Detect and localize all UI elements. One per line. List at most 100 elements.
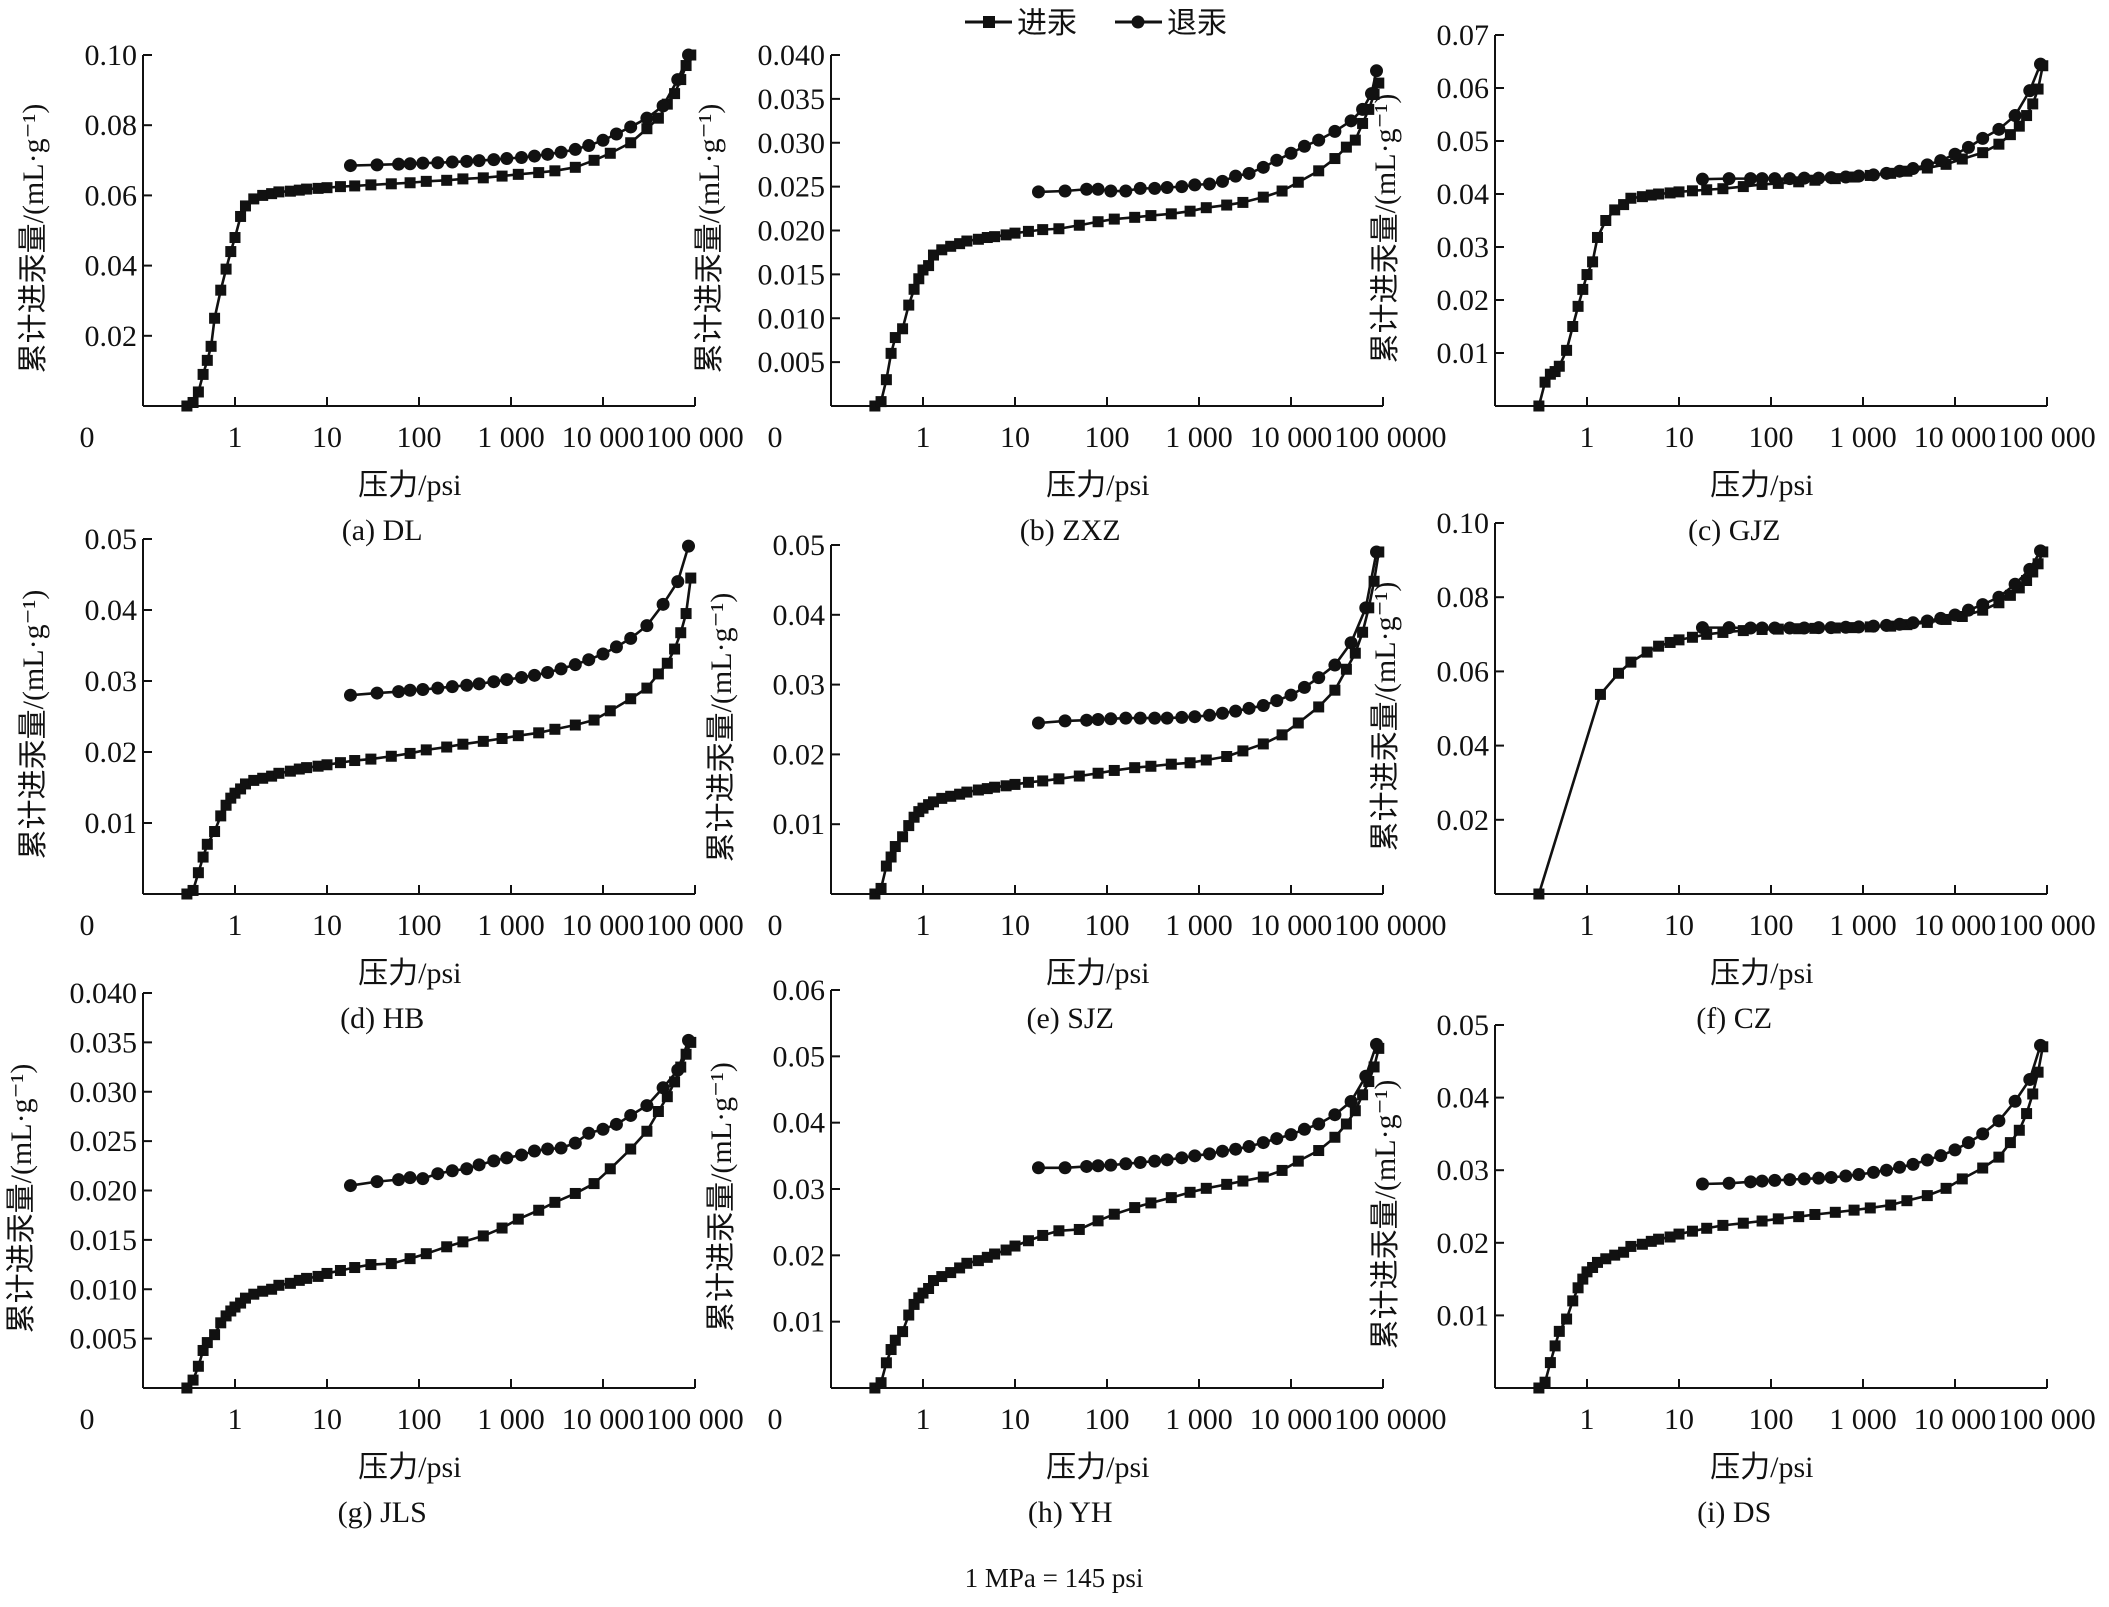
- legend-square-marker-icon: [983, 16, 995, 28]
- data-point-square: [936, 1271, 948, 1283]
- data-point-circle: [1297, 1122, 1311, 1136]
- data-point-square: [1641, 646, 1653, 658]
- x-tick-label: 10 000: [1250, 1403, 1333, 1436]
- data-point-square: [187, 884, 199, 896]
- data-point-circle: [1839, 170, 1853, 184]
- data-point-square: [954, 788, 966, 800]
- x-axis-title: 压力/psi: [1710, 957, 1813, 990]
- y-tick-label: 0.010: [758, 302, 826, 335]
- data-point-circle: [1866, 619, 1880, 633]
- data-point-square: [2032, 83, 2044, 95]
- data-point-square: [1613, 667, 1625, 679]
- data-point-square: [1717, 1219, 1729, 1231]
- x-axis-title: 压力/psi: [1710, 1451, 1813, 1484]
- data-point-circle: [656, 597, 670, 611]
- data-point-square: [1664, 187, 1676, 199]
- data-point-circle: [1242, 166, 1256, 180]
- data-point-square: [1237, 1175, 1249, 1187]
- data-point-square: [1567, 321, 1579, 332]
- data-point-circle: [1783, 621, 1797, 635]
- data-point-circle: [460, 1162, 474, 1176]
- data-point-square: [927, 796, 939, 808]
- y-tick-label: 0.03: [1437, 231, 1490, 264]
- data-point-square: [923, 260, 935, 272]
- x-tick-label: 100 000: [1334, 909, 1432, 942]
- y-tick-label: 0.040: [758, 39, 826, 72]
- series-line: [186, 577, 693, 896]
- data-point-square: [954, 1262, 966, 1274]
- data-point-square: [1772, 1213, 1784, 1225]
- data-point-circle: [1229, 704, 1243, 718]
- data-point-square: [917, 264, 929, 276]
- data-point-square: [385, 178, 397, 190]
- data-point-square: [248, 1288, 260, 1300]
- data-point-square: [1000, 229, 1012, 241]
- data-point-square: [334, 181, 346, 193]
- data-point-circle: [1242, 701, 1256, 715]
- x-tick-label: 1: [228, 1403, 243, 1436]
- data-point-square: [1292, 176, 1304, 188]
- x-tick-label: 10 000: [562, 909, 645, 942]
- data-point-square: [1340, 663, 1352, 675]
- data-point-square: [1609, 1249, 1621, 1261]
- data-point-square: [961, 1257, 973, 1269]
- data-point-circle: [1768, 1173, 1782, 1187]
- data-point-square: [917, 1287, 929, 1299]
- data-point-square: [1829, 1206, 1841, 1218]
- data-point-square: [1037, 224, 1049, 236]
- data-point-square: [1533, 400, 1545, 412]
- series-line: [185, 1041, 692, 1389]
- panel-a: 0 1 10 100 1 000 10 000 100 000 0.02 0.04 0.06 0.0…: [17, 39, 744, 547]
- data-point-square: [680, 60, 692, 72]
- data-point-square: [549, 1196, 561, 1208]
- data-point-square: [669, 643, 681, 655]
- data-point-square: [1092, 1215, 1104, 1227]
- data-point-square: [625, 693, 637, 705]
- data-point-square: [1200, 1182, 1212, 1194]
- data-point-circle: [1783, 172, 1797, 186]
- data-point-square: [936, 792, 948, 804]
- panels: 0 1 10 100 1 000 10 000 100 0000.020.040.060.0…: [5, 19, 2096, 1529]
- data-point-circle: [1695, 621, 1709, 635]
- panel-i: 0 1 10 100 1 000 10 000 100 000 0.01 0.02 0.03 0.0…: [1369, 1009, 2096, 1529]
- data-point-circle: [1359, 601, 1373, 615]
- data-point-square: [652, 668, 664, 680]
- data-point-square: [284, 185, 296, 197]
- data-point-circle: [1284, 146, 1298, 160]
- data-point-circle: [1270, 1132, 1284, 1146]
- data-point-circle: [1920, 614, 1934, 628]
- data-point-square: [1329, 684, 1341, 696]
- data-point-square: [1108, 213, 1120, 225]
- data-point-circle: [1091, 182, 1105, 196]
- data-point-circle: [1328, 124, 1342, 138]
- data-point-square: [680, 1048, 692, 1060]
- data-point-square: [1594, 688, 1606, 700]
- data-point-square: [1022, 225, 1034, 237]
- data-point-circle: [472, 677, 486, 691]
- data-point-square: [1313, 165, 1325, 177]
- series-intrusion: [1533, 60, 2049, 412]
- x-tick-label: 100: [1085, 909, 1130, 942]
- x-axis-title: 压力/psi: [1710, 469, 1813, 502]
- data-point-circle: [403, 1171, 417, 1185]
- data-point-circle: [1755, 172, 1769, 186]
- data-point-square: [457, 173, 469, 185]
- panel-g: 0 1 10 100 1 000 10 000 100 000 0.005 0.010 0.015…: [5, 977, 744, 1529]
- series-intrusion: [181, 572, 697, 900]
- data-point-square: [209, 312, 221, 324]
- data-point-square: [945, 1267, 957, 1279]
- data-point-square: [1129, 211, 1141, 223]
- data-point-circle: [1992, 590, 2006, 604]
- data-point-square: [1864, 1202, 1876, 1214]
- data-point-square: [1053, 1225, 1065, 1237]
- data-point-circle: [1229, 1142, 1243, 1156]
- data-point-circle: [1920, 1153, 1934, 1167]
- x-tick-label: 10: [1664, 1403, 1694, 1436]
- data-point-square: [1373, 77, 1385, 89]
- data-point-square: [661, 1091, 673, 1103]
- data-point-square: [1701, 628, 1713, 640]
- x-axis-title: 压力/psi: [1046, 469, 1149, 502]
- data-point-square: [1553, 1325, 1565, 1337]
- data-point-square: [209, 826, 221, 838]
- data-point-circle: [1948, 608, 1962, 622]
